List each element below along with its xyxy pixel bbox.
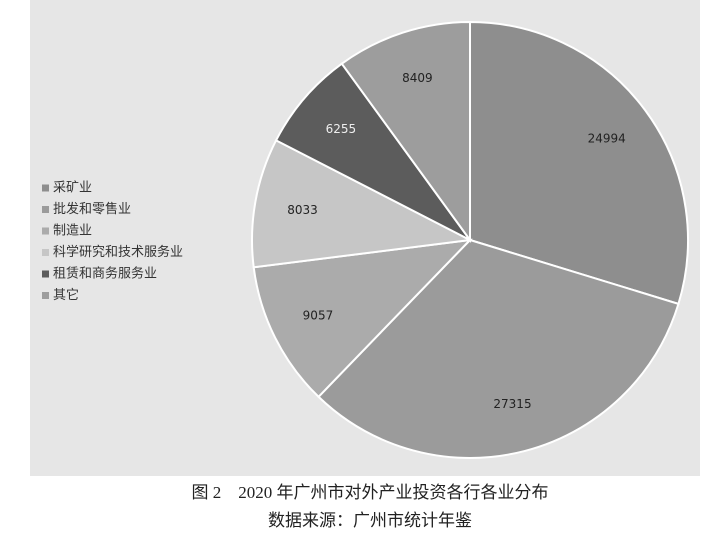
legend-label: 批发和零售业 <box>53 201 131 217</box>
chart-title: 图 2 2020 年广州市对外产业投资各行各业分布 <box>192 483 549 502</box>
chart-subtitle: 数据来源：广州市统计年鉴 <box>268 511 472 530</box>
legend-swatch <box>42 206 49 213</box>
pie-slice <box>251 139 474 269</box>
legend-swatch <box>42 227 49 235</box>
pie-slice <box>317 238 680 459</box>
pie-slice <box>469 20 689 306</box>
legend-label: 租赁和商务服务业 <box>53 266 157 282</box>
legend-label: 其它 <box>53 287 79 303</box>
pie-slice <box>340 20 471 244</box>
legend-swatch <box>42 270 49 278</box>
data-label: 9057 <box>303 309 334 323</box>
legend-label: 采矿业 <box>53 181 92 196</box>
data-label: 8033 <box>287 203 318 217</box>
legend-swatch <box>42 184 49 192</box>
legend-swatch <box>42 292 49 299</box>
legend-label: 科学研究和技术服务业 <box>53 244 183 260</box>
data-label: 6255 <box>326 122 357 136</box>
pie-slice <box>252 238 473 399</box>
data-label: 27315 <box>493 397 531 411</box>
data-label: 8409 <box>402 71 433 85</box>
pie-slice <box>274 62 471 241</box>
data-label: 24994 <box>588 131 626 145</box>
legend-swatch <box>42 249 49 256</box>
legend-label: 制造业 <box>53 224 92 239</box>
